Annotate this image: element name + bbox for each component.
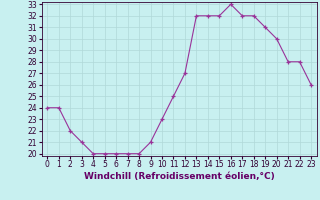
X-axis label: Windchill (Refroidissement éolien,°C): Windchill (Refroidissement éolien,°C) bbox=[84, 172, 275, 181]
